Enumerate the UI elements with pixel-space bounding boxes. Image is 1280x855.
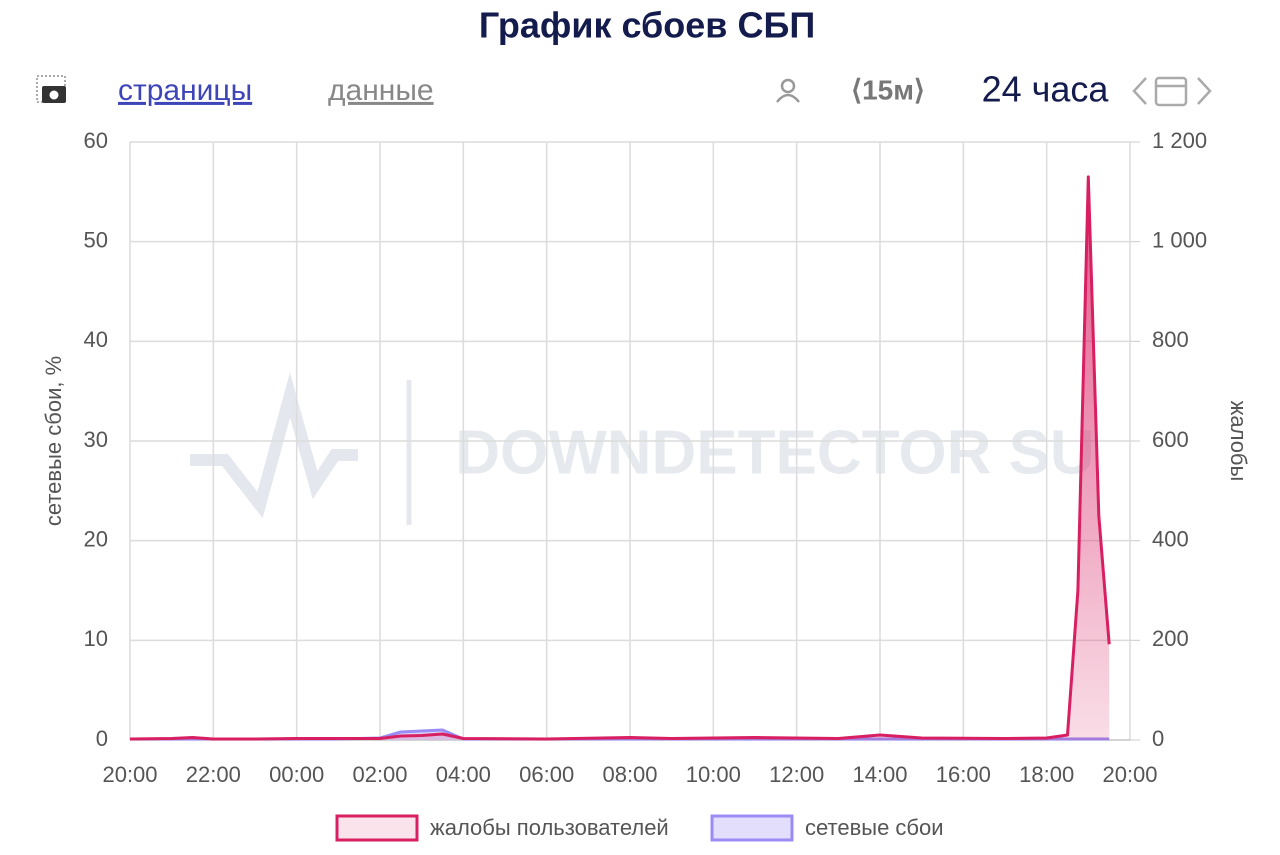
chart-title: График сбоев СБП <box>479 5 815 46</box>
watermark-logo <box>190 372 412 525</box>
line <box>129 175 1111 741</box>
x-tick-label: 02:00 <box>352 762 407 787</box>
x-tick-label: 12:00 <box>769 762 824 787</box>
y2-tick-label: 600 <box>1152 427 1189 452</box>
x-tick-label: 22:00 <box>186 762 241 787</box>
x-tick-label: 20:00 <box>102 762 157 787</box>
legend-swatch <box>710 814 794 842</box>
y2-axis-label: жалобы <box>1226 401 1251 482</box>
watermark: DOWNDETECTOR SU <box>455 418 1095 487</box>
y-tick-label: 20 <box>84 526 108 551</box>
y-tick-label: 0 <box>96 726 108 751</box>
calendar-nav[interactable] <box>1132 76 1212 107</box>
period-label: 24 часа <box>982 69 1110 110</box>
y-axis-label: сетевые сбои, % <box>41 356 66 526</box>
y-tick-label: 60 <box>84 128 108 153</box>
y-tick-label: 40 <box>84 327 108 352</box>
y2-tick-label: 800 <box>1152 327 1189 352</box>
x-tick-label: 16:00 <box>936 762 991 787</box>
y2-tick-label: 400 <box>1152 526 1189 551</box>
x-tick-label: 10:00 <box>686 762 741 787</box>
x-tick-label: 20:00 <box>1102 762 1157 787</box>
data-link[interactable]: данные <box>328 74 434 107</box>
user-icon[interactable] <box>776 78 800 103</box>
y2-tick-label: 200 <box>1152 626 1189 651</box>
interval-button[interactable]: ⟨15м⟩ <box>851 74 925 105</box>
x-tick-label: 04:00 <box>436 762 491 787</box>
x-tick-label: 06:00 <box>519 762 574 787</box>
y-tick-label: 50 <box>84 227 108 252</box>
x-tick-label: 14:00 <box>852 762 907 787</box>
y-tick-label: 30 <box>84 427 108 452</box>
x-tick-label: 08:00 <box>602 762 657 787</box>
y2-tick-label: 0 <box>1152 726 1164 751</box>
legend-label: жалобы пользователей <box>430 815 669 840</box>
x-tick-label: 00:00 <box>269 762 324 787</box>
y2-tick-label: 1 000 <box>1152 227 1207 252</box>
legend-swatch <box>335 814 419 842</box>
y-tick-label: 10 <box>84 626 108 651</box>
camera-icon[interactable] <box>36 75 66 103</box>
legend-label: сетевые сбои <box>805 815 944 840</box>
x-tick-label: 18:00 <box>1019 762 1074 787</box>
pages-link[interactable]: страницы <box>118 74 252 107</box>
y2-tick-label: 1 200 <box>1152 128 1207 153</box>
